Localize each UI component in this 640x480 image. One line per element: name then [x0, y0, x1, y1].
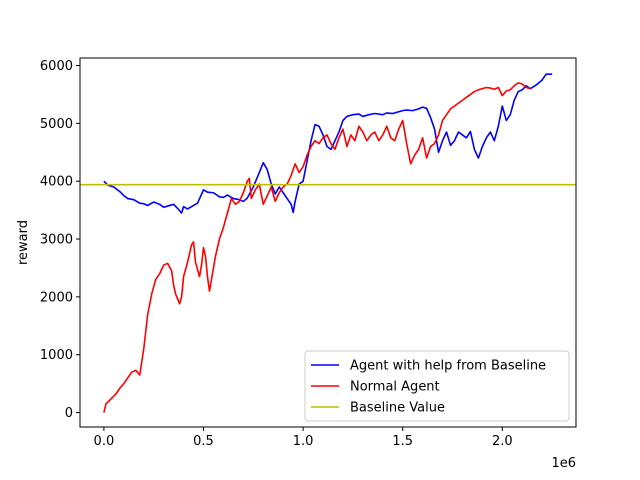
legend-label-1: Agent with help from Baseline — [350, 359, 546, 374]
plot-frame — [79, 57, 577, 428]
series-line-2 — [103, 82, 531, 413]
legend: Agent with help from Baseline Normal Agen… — [304, 350, 570, 422]
y-tick-label: 2000 — [40, 290, 73, 305]
x-tick-label: 0.5 — [193, 434, 214, 449]
x-tick-label: 1.0 — [293, 434, 314, 449]
legend-label-3: Baseline Value — [350, 401, 445, 416]
x-axis: 0.0 0.5 1.0 1.5 2.0 — [94, 427, 513, 449]
x-tick-label: 0.0 — [94, 434, 115, 449]
x-axis-offset-text: 1e6 — [551, 456, 576, 471]
legend-box — [304, 350, 570, 422]
y-tick-label: 3000 — [40, 233, 73, 248]
series-line-1 — [103, 73, 553, 214]
x-tick-label: 2.0 — [492, 434, 513, 449]
y-tick-label: 0 — [65, 406, 73, 421]
x-tick-label: 1.5 — [392, 434, 413, 449]
series-layer — [80, 73, 576, 413]
y-axis-label: reward — [16, 220, 31, 265]
y-tick-label: 4000 — [40, 175, 73, 190]
y-tick-label: 5000 — [40, 117, 73, 132]
y-axis: 0 1000 2000 3000 4000 5000 6000 — [40, 59, 80, 421]
y-tick-label: 1000 — [40, 348, 73, 363]
legend-label-2: Normal Agent — [350, 380, 440, 395]
y-tick-label: 6000 — [40, 59, 73, 74]
